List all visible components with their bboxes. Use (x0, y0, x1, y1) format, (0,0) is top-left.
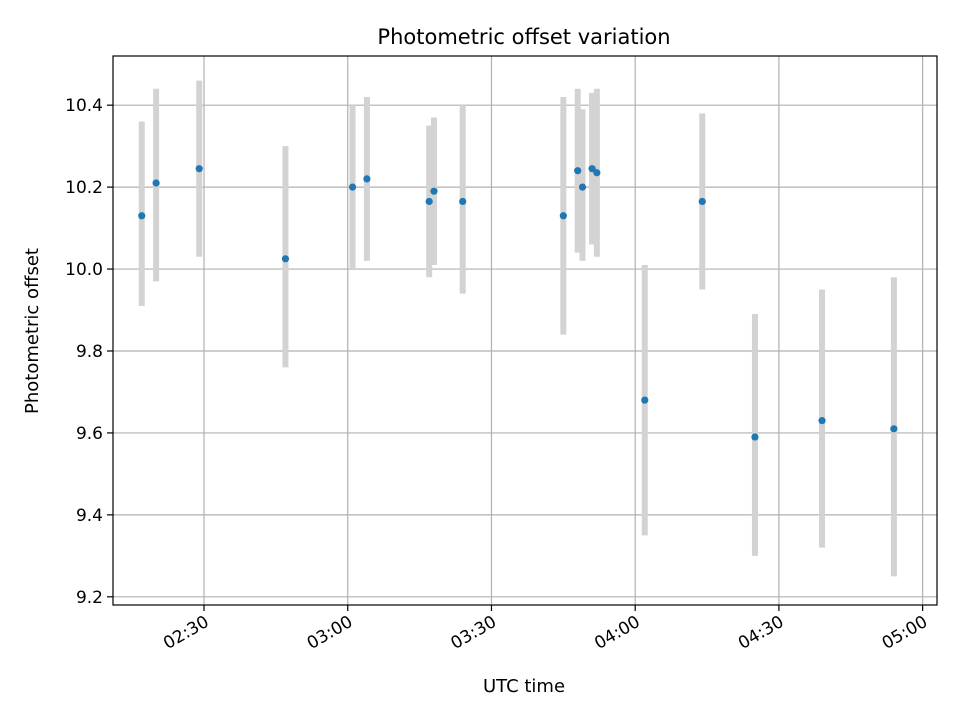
data-point (574, 167, 582, 175)
data-point (593, 169, 601, 177)
x-axis-title: UTC time (483, 676, 565, 697)
y-tick-label: 10.2 (65, 178, 103, 198)
chart-title: Photometric offset variation (377, 25, 670, 49)
data-point (348, 183, 357, 191)
data-point (425, 197, 433, 206)
data-points (138, 165, 898, 441)
data-point (818, 417, 826, 425)
data-point (559, 212, 567, 220)
x-tick-label: 03:00 (304, 612, 356, 654)
axis-ticks: 02:30 03:00 03:30 04:00 04:30 05:00 9.2 9.4 9.6 9… (65, 96, 931, 654)
data-point (578, 183, 587, 191)
data-point (698, 197, 706, 206)
data-point (751, 433, 759, 441)
data-point (430, 187, 438, 195)
data-point (281, 255, 290, 263)
data-point (641, 396, 649, 404)
data-point (195, 165, 203, 173)
y-axis-title: Photometric offset (22, 248, 43, 414)
y-tick-label: 9.2 (76, 588, 103, 608)
data-point (138, 212, 146, 220)
y-tick-label: 9.6 (76, 424, 103, 444)
data-point (890, 425, 898, 433)
data-point (363, 175, 371, 183)
x-tick-label: 04:00 (591, 612, 643, 654)
error-bars (138, 80, 897, 577)
data-point (152, 179, 160, 187)
y-tick-label: 9.8 (76, 342, 103, 362)
y-tick-label: 10.0 (65, 260, 103, 280)
x-tick-label: 04:30 (735, 612, 787, 654)
x-tick-label: 02:30 (160, 612, 212, 654)
data-point (459, 197, 467, 206)
x-tick-label: 03:30 (448, 612, 500, 654)
grid-lines (113, 56, 937, 605)
data-point (588, 165, 596, 173)
plot-frame (112, 55, 938, 606)
x-tick-label: 05:00 (879, 612, 931, 654)
y-tick-label: 10.4 (65, 96, 103, 116)
y-tick-label: 9.4 (76, 506, 103, 526)
